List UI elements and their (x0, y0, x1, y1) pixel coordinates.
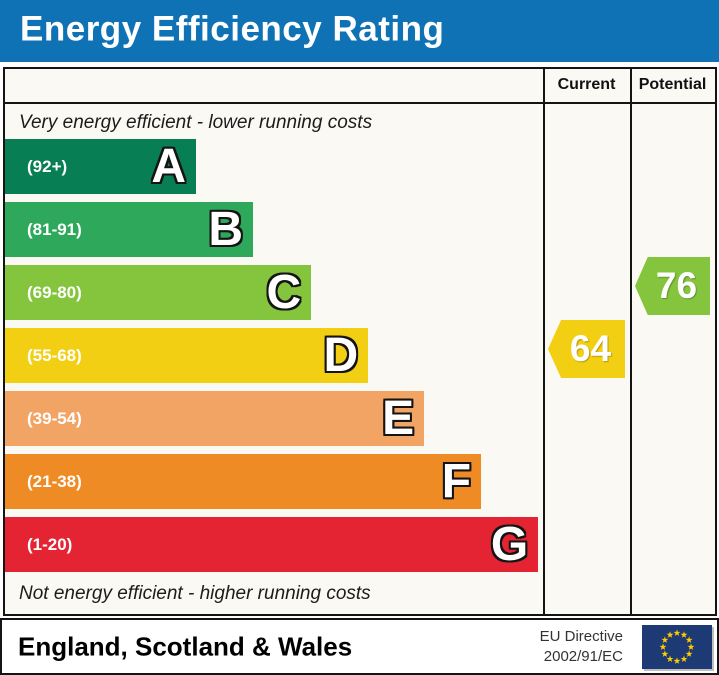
potential-column: 76 (630, 69, 715, 614)
band-f: (21-38) F (5, 454, 482, 509)
top-note: Very energy efficient - lower running co… (19, 112, 373, 133)
band-range-label: (69-80) (27, 282, 82, 302)
rating-bands: (92+) A (81-91) B (69-80) C (55-68) D (3… (5, 139, 543, 580)
band-letter: E (382, 391, 415, 445)
band-range-label: (55-68) (27, 345, 82, 365)
band-range-label: (1-20) (27, 534, 73, 554)
band-c: (69-80) C (5, 265, 312, 320)
current-rating-value: 64 (569, 328, 612, 369)
footer: England, Scotland & Wales EU Directive 2… (0, 618, 719, 675)
eu-directive-label: EU Directive 2002/91/EC (540, 627, 623, 667)
band-e: (39-54) E (5, 391, 425, 446)
band-letter: A (151, 139, 186, 193)
potential-rating-value: 76 (655, 265, 698, 306)
potential-rating-arrow: 76 (635, 257, 710, 315)
column-header-potential: Potential (638, 76, 707, 93)
band-letter: B (208, 202, 244, 256)
header-divider (5, 102, 715, 104)
band-letter: C (266, 265, 302, 319)
rating-table: 64 76 Current Potential Very energy effi… (3, 67, 717, 616)
bottom-note: Not energy efficient - higher running co… (19, 583, 371, 604)
band-g: (1-20) G (5, 517, 539, 572)
eu-directive-line2: 2002/91/EC (543, 647, 623, 665)
band-d: (55-68) D (5, 328, 369, 383)
page-title: Energy Efficiency Rating (20, 9, 445, 49)
band-range-label: (92+) (27, 156, 68, 176)
current-rating-arrow: 64 (548, 320, 625, 378)
band-letter: D (323, 328, 359, 382)
eu-flag-icon (642, 624, 712, 669)
band-letter: G (490, 517, 529, 571)
band-a: (92+) A (5, 139, 196, 194)
band-range-label: (39-54) (27, 408, 82, 428)
title-bar: Energy Efficiency Rating (0, 0, 719, 62)
current-column: 64 (543, 69, 630, 614)
rating-scale: Very energy efficient - lower running co… (5, 102, 543, 614)
band-range-label: (21-38) (27, 471, 82, 491)
band-range-label: (81-91) (27, 219, 82, 239)
column-header-current: Current (557, 76, 616, 93)
eu-directive-line1: EU Directive (539, 627, 623, 645)
band-letter: F (441, 454, 472, 508)
band-b: (81-91) B (5, 202, 254, 257)
region-label: England, Scotland & Wales (18, 631, 353, 661)
